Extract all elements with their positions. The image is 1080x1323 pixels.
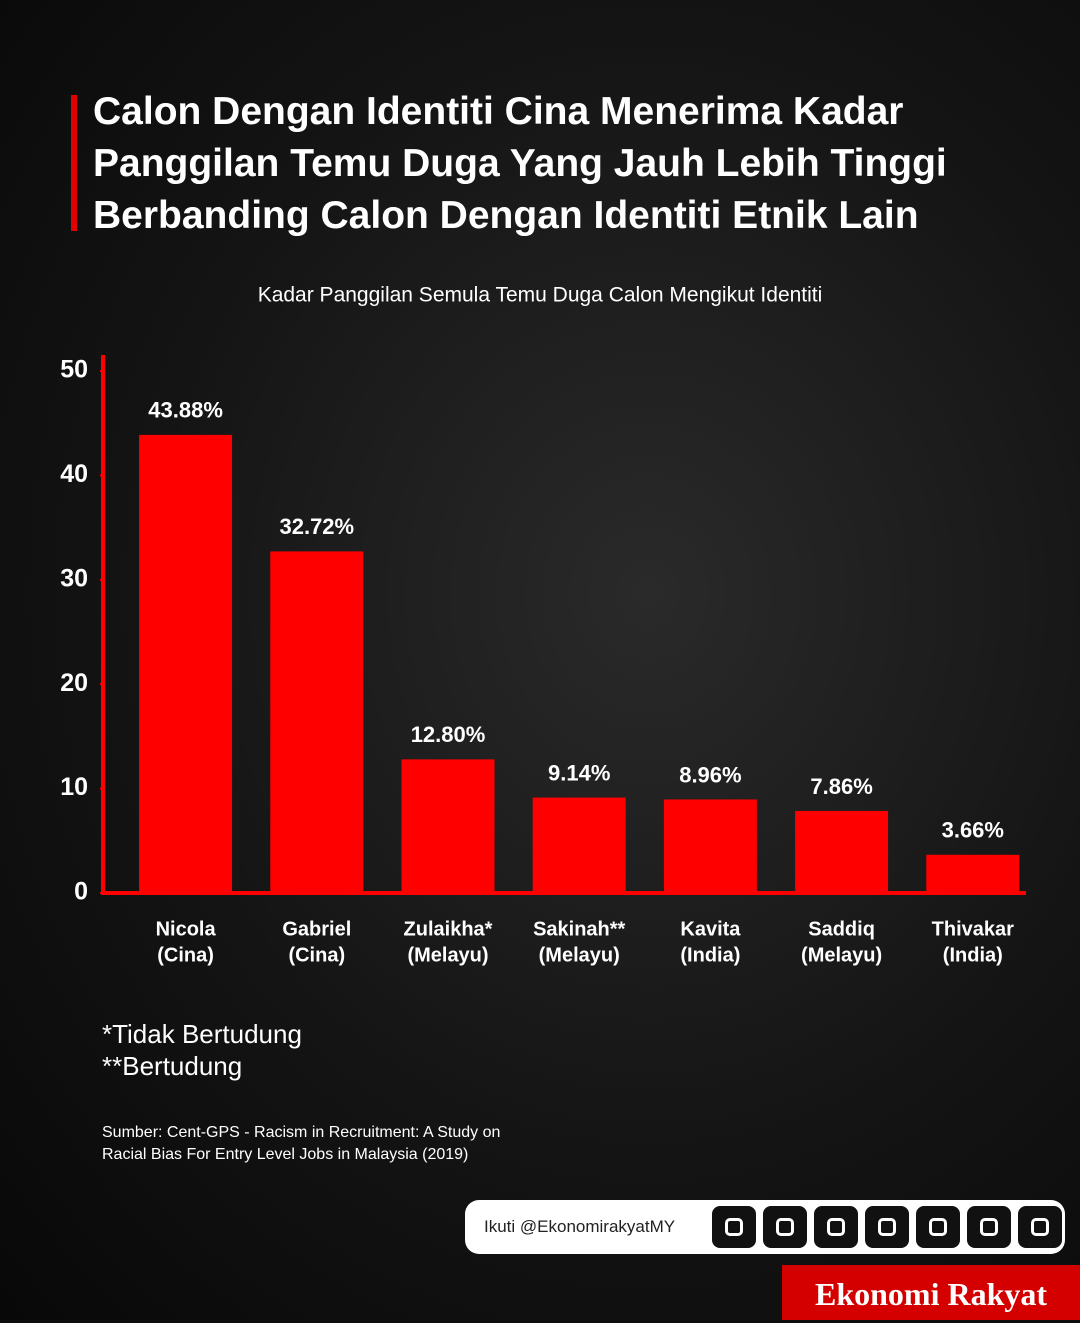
- tiktok-icon[interactable]: [814, 1206, 858, 1248]
- bar: [663, 799, 757, 893]
- value-label: 32.72%: [279, 514, 354, 539]
- y-tick-label: 50: [60, 356, 88, 384]
- x-icon[interactable]: [763, 1206, 807, 1248]
- value-label: 12.80%: [411, 722, 486, 747]
- instagram-icon[interactable]: [916, 1206, 960, 1248]
- x-tick-label: (Melayu): [407, 944, 488, 966]
- bar: [139, 434, 233, 893]
- x-tick-label: Nicola: [156, 918, 217, 940]
- x-tick-label: Gabriel: [282, 918, 351, 940]
- bar: [926, 854, 1020, 893]
- x-tick-label: (India): [680, 944, 740, 966]
- x-tick-label: (Cina): [157, 944, 214, 966]
- x-tick-label: Zulaikha*: [404, 918, 493, 940]
- y-tick-label: 30: [60, 564, 88, 592]
- youtube-icon[interactable]: [967, 1206, 1011, 1248]
- facebook-icon[interactable]: [712, 1206, 756, 1248]
- threads-icon[interactable]: [865, 1206, 909, 1248]
- source: Racial Bias For Entry Level Jobs in Mala…: [102, 1146, 468, 1163]
- y-tick-label: 20: [60, 669, 88, 697]
- telegram-icon[interactable]: [1018, 1206, 1062, 1248]
- footnote: **Bertudung: [102, 1051, 242, 1081]
- value-label: 3.66%: [942, 818, 1004, 843]
- x-tick-label: Sakinah**: [533, 918, 625, 940]
- bar: [795, 810, 889, 893]
- value-label: 8.96%: [679, 762, 741, 787]
- value-label: 9.14%: [548, 760, 610, 785]
- x-tick-label: Saddiq: [808, 918, 875, 940]
- value-label: 7.86%: [810, 774, 872, 799]
- source: Sumber: Cent-GPS - Racism in Recruitment…: [102, 1124, 500, 1141]
- footnote: *Tidak Bertudung: [102, 1019, 302, 1049]
- x-tick-label: (Melayu): [539, 944, 620, 966]
- value-label: 43.88%: [148, 398, 223, 423]
- brand-logo: Ekonomi Rakyat: [782, 1265, 1080, 1320]
- bar: [532, 797, 626, 893]
- bar: [270, 551, 364, 893]
- x-tick-label: (India): [943, 944, 1003, 966]
- x-tick-label: Thivakar: [932, 918, 1014, 940]
- x-tick-label: (Melayu): [801, 944, 882, 966]
- y-tick-label: 0: [74, 878, 88, 906]
- x-tick-label: (Cina): [288, 944, 345, 966]
- x-tick-label: Kavita: [680, 918, 741, 940]
- bar: [401, 759, 495, 893]
- chart-title: Calon Dengan Identiti Cina Menerima Kada…: [93, 90, 947, 237]
- y-tick-label: 10: [60, 773, 88, 801]
- follow-text: Ikuti @EkonomirakyatMY: [484, 1217, 676, 1236]
- title-accent: [71, 95, 77, 231]
- y-tick-label: 40: [60, 460, 88, 488]
- chart-subtitle: Kadar Panggilan Semula Temu Duga Calon M…: [258, 284, 823, 307]
